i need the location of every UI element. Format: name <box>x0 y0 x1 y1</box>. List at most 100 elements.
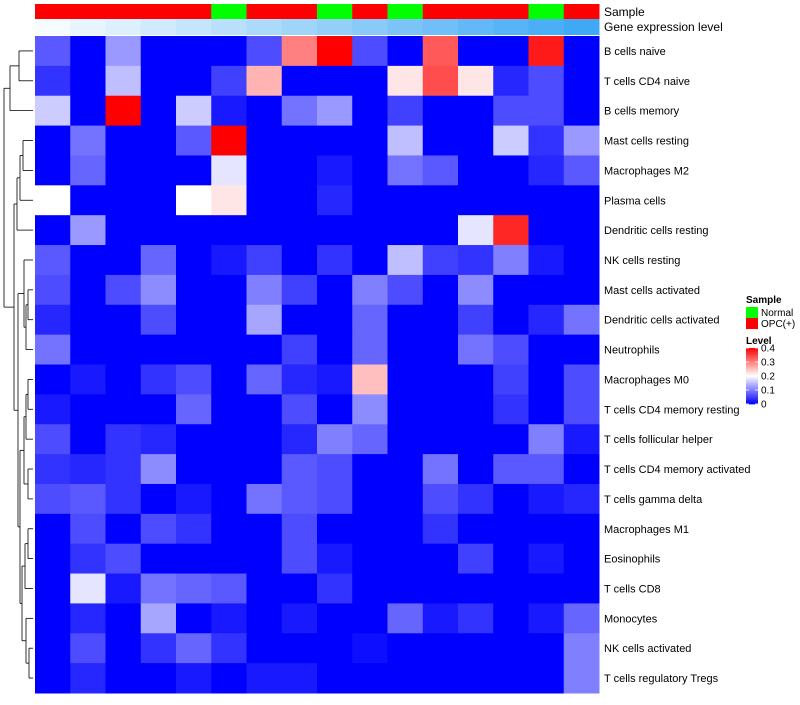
heat-cell-r0-c3 <box>140 36 177 67</box>
heat-cell-r11-c14 <box>528 364 565 395</box>
heat-cell-r19-c11 <box>422 603 459 634</box>
heat-cell-r9-c7 <box>281 304 318 336</box>
heat-cell-r19-c15 <box>563 603 600 634</box>
heat-cell-r0-c9 <box>352 36 388 67</box>
heat-cell-r14-c8 <box>317 454 353 485</box>
heat-cell-r10-c11 <box>422 334 459 365</box>
heatmap-cells <box>35 36 600 694</box>
heat-cell-r2-c10 <box>387 95 424 127</box>
heat-cell-r2-c9 <box>352 95 388 127</box>
heat-cell-r15-c0 <box>35 483 71 515</box>
heat-cell-r21-c9 <box>352 663 388 694</box>
heat-cell-r18-c11 <box>422 573 459 604</box>
colorbar-step <box>746 369 758 371</box>
heat-cell-r12-c15 <box>563 394 600 425</box>
heat-cell-r17-c5 <box>211 543 247 575</box>
heat-cell-r21-c7 <box>281 663 318 694</box>
heat-cell-r8-c6 <box>246 274 283 306</box>
heat-cell-r9-c9 <box>352 304 388 336</box>
gene-cell-3 <box>140 19 177 35</box>
heat-cell-r10-c15 <box>563 334 600 365</box>
legend-swatch-opc <box>746 318 758 329</box>
heat-cell-r11-c2 <box>105 364 142 395</box>
heat-cell-r21-c13 <box>493 663 529 694</box>
heat-cell-r20-c8 <box>317 633 353 664</box>
heat-cell-r4-c12 <box>458 155 494 186</box>
heat-cell-r4-c15 <box>563 155 600 186</box>
heat-cell-r7-c9 <box>352 245 388 276</box>
heat-cell-r9-c5 <box>211 304 247 336</box>
legend-level-colorbar: 0.4 0.3 0.2 0.1 0 <box>746 344 775 411</box>
heat-cell-r8-c4 <box>176 274 212 306</box>
heat-cell-r3-c13 <box>493 125 529 156</box>
colorbar-tick-label-2: 0.2 <box>761 372 775 383</box>
heat-cell-r1-c4 <box>176 65 212 97</box>
legend-label-opc: OPC(+) <box>761 319 795 330</box>
colorbar-step <box>746 399 758 402</box>
gene-cell-14 <box>528 19 565 35</box>
heat-cell-r17-c7 <box>281 543 318 575</box>
heat-cell-r5-c7 <box>281 185 318 216</box>
heat-cell-r11-c6 <box>246 364 283 395</box>
sample-annotation-track <box>35 4 600 19</box>
heat-cell-r11-c0 <box>35 364 71 395</box>
heat-cell-r12-c3 <box>140 394 177 425</box>
heat-cell-r4-c11 <box>422 155 459 186</box>
colorbar-tick-label-3: 0.1 <box>761 386 775 397</box>
gene-cell-8 <box>317 19 353 35</box>
sample-cell-5 <box>211 4 247 19</box>
heat-cell-r5-c6 <box>246 185 283 216</box>
colorbar-step <box>746 388 758 391</box>
colorbar-tick-label-4: 0 <box>761 400 767 411</box>
heat-cell-r1-c2 <box>105 65 142 97</box>
sample-cell-15 <box>563 4 600 19</box>
heat-cell-r10-c1 <box>70 334 106 365</box>
heat-cell-r4-c14 <box>528 155 565 186</box>
heat-cell-r19-c14 <box>528 603 565 634</box>
heat-cell-r1-c11 <box>422 65 459 97</box>
row-label-3: Mast cells resting <box>604 136 689 148</box>
heat-cell-r1-c8 <box>317 65 353 97</box>
heat-cell-r6-c6 <box>246 215 283 246</box>
heat-cell-r8-c7 <box>281 274 318 306</box>
heat-cell-r0-c15 <box>563 36 600 67</box>
heat-cell-r12-c12 <box>458 394 494 425</box>
heat-cell-r9-c13 <box>493 304 529 336</box>
heat-cell-r15-c2 <box>105 483 142 515</box>
row-label-16: Macrophages M1 <box>604 524 689 536</box>
heat-cell-r0-c14 <box>528 36 565 67</box>
colorbar-step <box>746 380 758 382</box>
gene-cell-1 <box>70 19 106 35</box>
heat-cell-r6-c1 <box>70 215 106 246</box>
heat-cell-r4-c3 <box>140 155 177 186</box>
heat-cell-r8-c0 <box>35 274 71 306</box>
row-label-14: T cells CD4 memory activated <box>604 464 751 476</box>
heat-cell-r17-c6 <box>246 543 283 575</box>
heat-cell-r15-c9 <box>352 483 388 515</box>
heat-cell-r1-c12 <box>458 65 494 97</box>
heat-cell-r2-c5 <box>211 95 247 127</box>
heat-cell-r12-c2 <box>105 394 142 425</box>
heat-cell-r9-c1 <box>70 304 106 336</box>
heat-cell-r14-c12 <box>458 454 494 485</box>
heat-cell-r18-c6 <box>246 573 283 604</box>
heat-cell-r0-c1 <box>70 36 106 67</box>
heat-cell-r20-c12 <box>458 633 494 664</box>
heat-cell-r15-c11 <box>422 483 459 515</box>
heat-cell-r6-c12 <box>458 215 494 246</box>
heat-cell-r8-c10 <box>387 274 424 306</box>
heat-cell-r20-c3 <box>140 633 177 664</box>
heat-cell-r4-c5 <box>211 155 247 186</box>
row-dendrogram <box>3 50 33 679</box>
heat-cell-r16-c15 <box>563 513 600 545</box>
colorbar-step <box>746 395 758 398</box>
heat-cell-r15-c13 <box>493 483 529 515</box>
heat-cell-r12-c8 <box>317 394 353 425</box>
heat-cell-r5-c13 <box>493 185 529 216</box>
heat-cell-r10-c2 <box>105 334 142 365</box>
heat-cell-r20-c13 <box>493 633 529 664</box>
heat-cell-r20-c4 <box>176 633 212 664</box>
heat-cell-r16-c0 <box>35 513 71 545</box>
legend-swatch-normal <box>746 307 758 318</box>
